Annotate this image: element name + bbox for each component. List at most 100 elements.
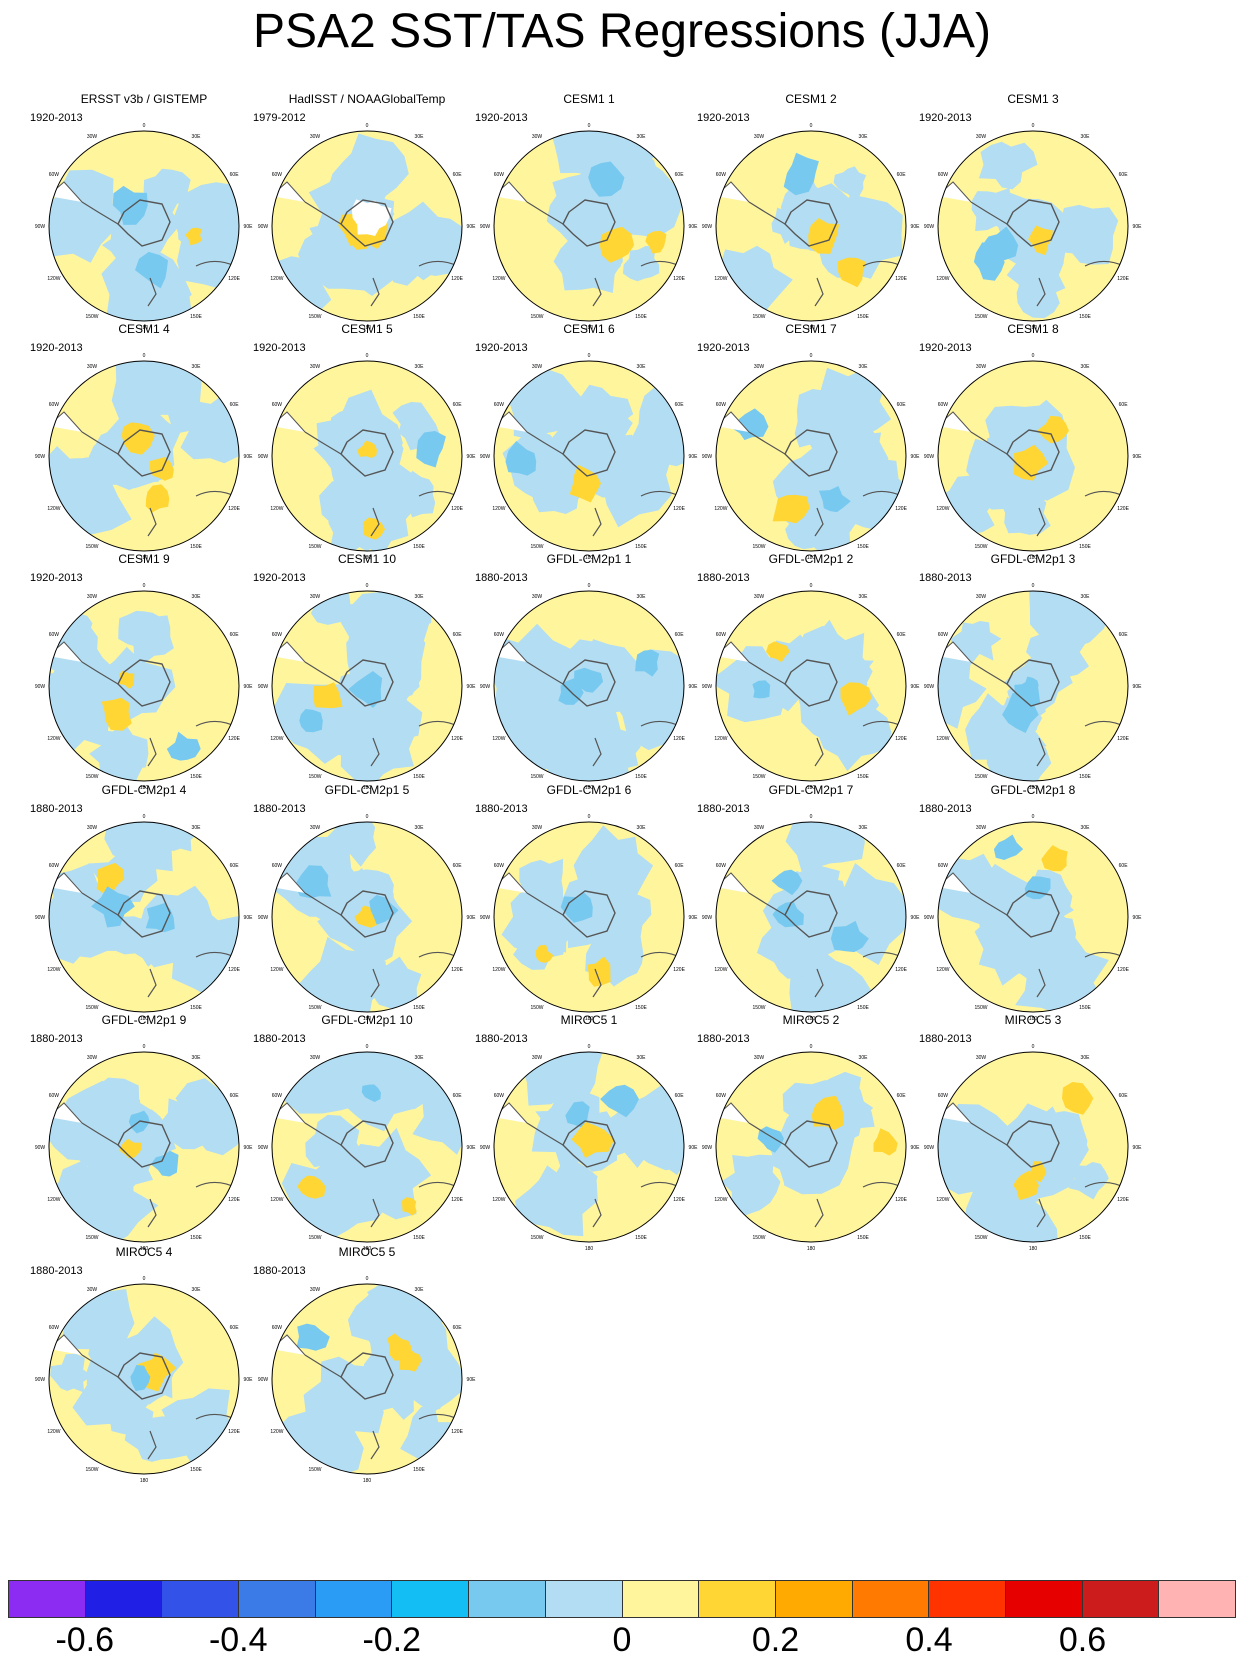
longitude-label: 0: [366, 123, 369, 129]
polar-map: 0 30E 60E 90E 120E 150E 180 150W 120W 90W 60W 30W: [924, 1044, 1142, 1252]
longitude-label: 30E: [415, 364, 425, 370]
longitude-label: 60W: [272, 172, 283, 178]
longitude-label: 120E: [451, 736, 463, 742]
anomaly-region: [166, 731, 201, 761]
longitude-label: 60E: [675, 1093, 685, 1099]
antarctica-coastline: [562, 659, 616, 707]
map-panel: GFDL-CM2p1 3 1880-2013 0 30E 60E 90E 120E 150E 1…: [915, 552, 1151, 792]
longitude-label: 120W: [714, 506, 727, 512]
anomaly-region: [938, 650, 987, 729]
longitude-label: 90E: [244, 224, 254, 230]
longitude-label: 120W: [714, 276, 727, 282]
anomaly-region: [296, 1323, 330, 1351]
antarctica-coastline: [1006, 659, 1060, 707]
longitude-label: 30E: [859, 364, 869, 370]
anomaly-region: [978, 141, 1038, 190]
colorbar-labels: -0.6 -0.4 -0.2 0 0.2 0.4 0.6: [8, 1620, 1236, 1659]
longitude-label: 90W: [924, 224, 935, 230]
polar-map: 0 30E 60E 90E 120E 150E 180 150W 120W 90W 60W 30W: [702, 123, 920, 331]
panel-period: 1880-2013: [30, 803, 83, 815]
longitude-label: 90E: [244, 1145, 254, 1151]
longitude-label: 60W: [49, 172, 60, 178]
longitude-label: 90E: [467, 1145, 477, 1151]
colorbar-swatch: [621, 1580, 699, 1618]
new-zealand-coastline: [147, 507, 157, 537]
anomaly-region: [1028, 225, 1053, 256]
map-boundary: [493, 821, 685, 1013]
longitude-label: 60W: [494, 863, 505, 869]
peninsula-coastline: [748, 892, 786, 916]
longitude-label: 120W: [47, 276, 60, 282]
map-boundary: [48, 590, 240, 782]
antarctica-coastline: [784, 199, 838, 247]
longitude-label: 180: [807, 555, 816, 561]
longitude-label: 150W: [752, 544, 765, 550]
anomaly-region: [729, 408, 769, 441]
longitude-label: 120E: [228, 736, 240, 742]
new-zealand-coastline: [370, 1198, 380, 1228]
longitude-label: 30W: [532, 1055, 543, 1061]
polar-map: 0 30E 60E 90E 120E 150E 180 150W 120W 90W 60W 30W: [258, 583, 477, 791]
longitude-label: 30E: [415, 134, 425, 140]
longitude-label: 90W: [924, 915, 935, 921]
new-zealand-coastline: [814, 1198, 824, 1228]
anomaly-region: [1041, 845, 1068, 872]
longitude-label: 90E: [467, 684, 477, 690]
polar-map: 0 30E 60E 90E 120E 150E 180 150W 120W 90W 60W 30W: [35, 814, 253, 1022]
longitude-label: 30E: [637, 364, 647, 370]
longitude-label: 150E: [190, 1005, 202, 1011]
longitude-label: 90W: [258, 454, 269, 460]
map-boundary: [271, 821, 463, 1013]
anomaly-region: [627, 1076, 684, 1175]
panel-title: CESM1 3: [1007, 92, 1059, 106]
longitude-label: 120W: [714, 1197, 727, 1203]
longitude-label: 120E: [228, 506, 240, 512]
colorbar-swatch: [238, 1580, 315, 1618]
new-zealand-coastline: [370, 507, 380, 537]
anomaly-region: [505, 441, 537, 476]
anomaly-region: [793, 1113, 851, 1176]
anomaly-region: [91, 886, 135, 928]
anomaly-region: [367, 1284, 456, 1355]
longitude-label: 120W: [47, 736, 60, 742]
panel-title: CESM1 1: [563, 92, 615, 106]
colorbar: [8, 1580, 1236, 1618]
longitude-label: 30E: [415, 1055, 425, 1061]
longitude-label: 180: [807, 785, 816, 791]
panel-title: CESM1 8: [1007, 322, 1059, 336]
longitude-label: 120E: [895, 276, 907, 282]
panel-period: 1880-2013: [697, 1033, 750, 1045]
antarctica-coastline: [340, 429, 394, 477]
new-zealand-coastline: [1036, 277, 1046, 307]
anomaly-region: [783, 152, 819, 196]
longitude-label: 30E: [637, 825, 647, 831]
map-boundary: [715, 1051, 907, 1243]
longitude-label: 60W: [49, 632, 60, 638]
map-panel: GFDL-CM2p1 9 1880-2013 0 30E 60E 90E 120E 150E 1…: [26, 1013, 262, 1253]
longitude-label: 90E: [689, 684, 699, 690]
polar-map: 0 30E 60E 90E 120E 150E 180 150W 120W 90W 60W 30W: [258, 353, 476, 561]
panel-title: GFDL-CM2p1 2: [768, 552, 854, 566]
longitude-label: 60W: [494, 402, 505, 408]
longitude-label: 60E: [230, 402, 240, 408]
longitude-label: 60E: [230, 1325, 240, 1331]
new-zealand-coastline: [147, 1430, 157, 1460]
longitude-label: 150W: [752, 1005, 765, 1011]
longitude-label: 180: [1029, 555, 1038, 561]
map-panel: CESM1 2 1920-2013 0 30E 60E 90E 120E 150E 180 150…: [693, 92, 929, 332]
longitude-label: 120W: [714, 967, 727, 973]
anomaly-region: [130, 1365, 151, 1392]
longitude-label: 90W: [924, 1145, 935, 1151]
anomaly-region: [146, 1352, 177, 1384]
map-boundary: [715, 590, 907, 782]
panel-title: GFDL-CM2p1 9: [101, 1013, 187, 1027]
polar-map: 0 30E 60E 90E 120E 150E 180 150W 120W 90W 60W 30W: [480, 1044, 698, 1252]
longitude-label: 30E: [1081, 1055, 1091, 1061]
panel-period: 1920-2013: [697, 342, 750, 354]
anomaly-region: [993, 834, 1024, 860]
panel-title: CESM1 6: [563, 322, 615, 336]
longitude-label: 180: [363, 1016, 372, 1022]
new-zealand-coastline: [370, 968, 380, 998]
longitude-label: 0: [143, 814, 146, 820]
new-zealand-coastline: [592, 507, 602, 537]
